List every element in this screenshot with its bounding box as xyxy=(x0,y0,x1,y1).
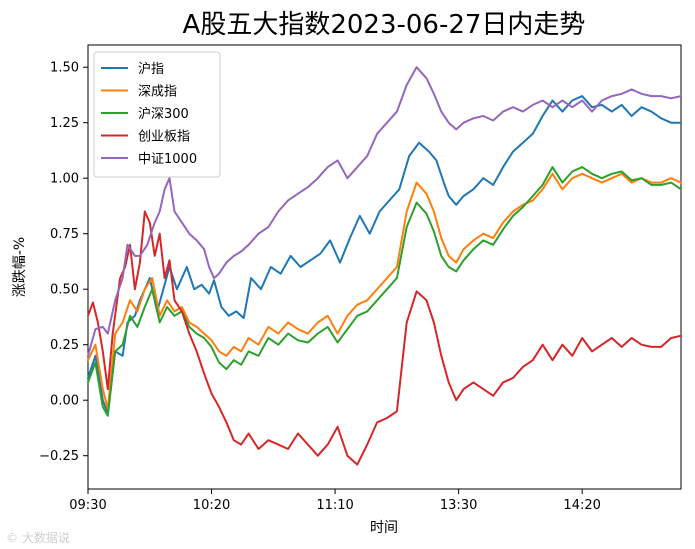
legend-entry: 中证1000 xyxy=(138,152,197,167)
y-axis: −0.25 0.00 0.25 0.50 0.75 1.00 1.25 1.50 xyxy=(39,61,88,464)
x-tick-label: 11:10 xyxy=(316,498,353,513)
y-tick-label: −0.25 xyxy=(39,449,79,464)
series-lines xyxy=(87,66,682,466)
x-axis: 09:30 10:20 11:10 13:30 14:20 xyxy=(69,489,601,513)
legend-entry: 深成指 xyxy=(138,85,177,100)
legend-box xyxy=(93,51,221,178)
y-tick-label: 1.50 xyxy=(50,61,79,76)
y-tick-label: 0.25 xyxy=(50,338,79,353)
y-tick-label: 0.75 xyxy=(50,227,79,242)
x-tick-label: 09:30 xyxy=(69,498,106,513)
series-line-5 xyxy=(87,66,682,357)
plot-frame xyxy=(87,44,682,490)
x-tick-label: 10:20 xyxy=(193,498,230,513)
legend-entry: 沪深300 xyxy=(138,106,189,122)
legend-entry: 沪指 xyxy=(138,61,164,77)
chart-title: A股五大指数2023-06-27日内走势 xyxy=(183,10,586,40)
series-line-2 xyxy=(87,172,682,411)
y-tick-label: 1.25 xyxy=(50,116,79,131)
x-axis-label: 时间 xyxy=(370,520,398,536)
x-tick-label: 13:30 xyxy=(440,498,477,513)
y-tick-label: 0.50 xyxy=(50,283,79,298)
series-line-4 xyxy=(87,210,682,466)
y-tick-label: 1.00 xyxy=(50,172,79,187)
x-tick-label: 14:20 xyxy=(563,498,600,513)
watermark-text: © 大数据说 xyxy=(6,530,70,545)
y-axis-label: 涨跌幅-% xyxy=(12,237,28,297)
series-line-3 xyxy=(87,166,682,417)
y-tick-label: 0.00 xyxy=(50,394,79,409)
legend-entry: 创业板指 xyxy=(138,130,190,145)
